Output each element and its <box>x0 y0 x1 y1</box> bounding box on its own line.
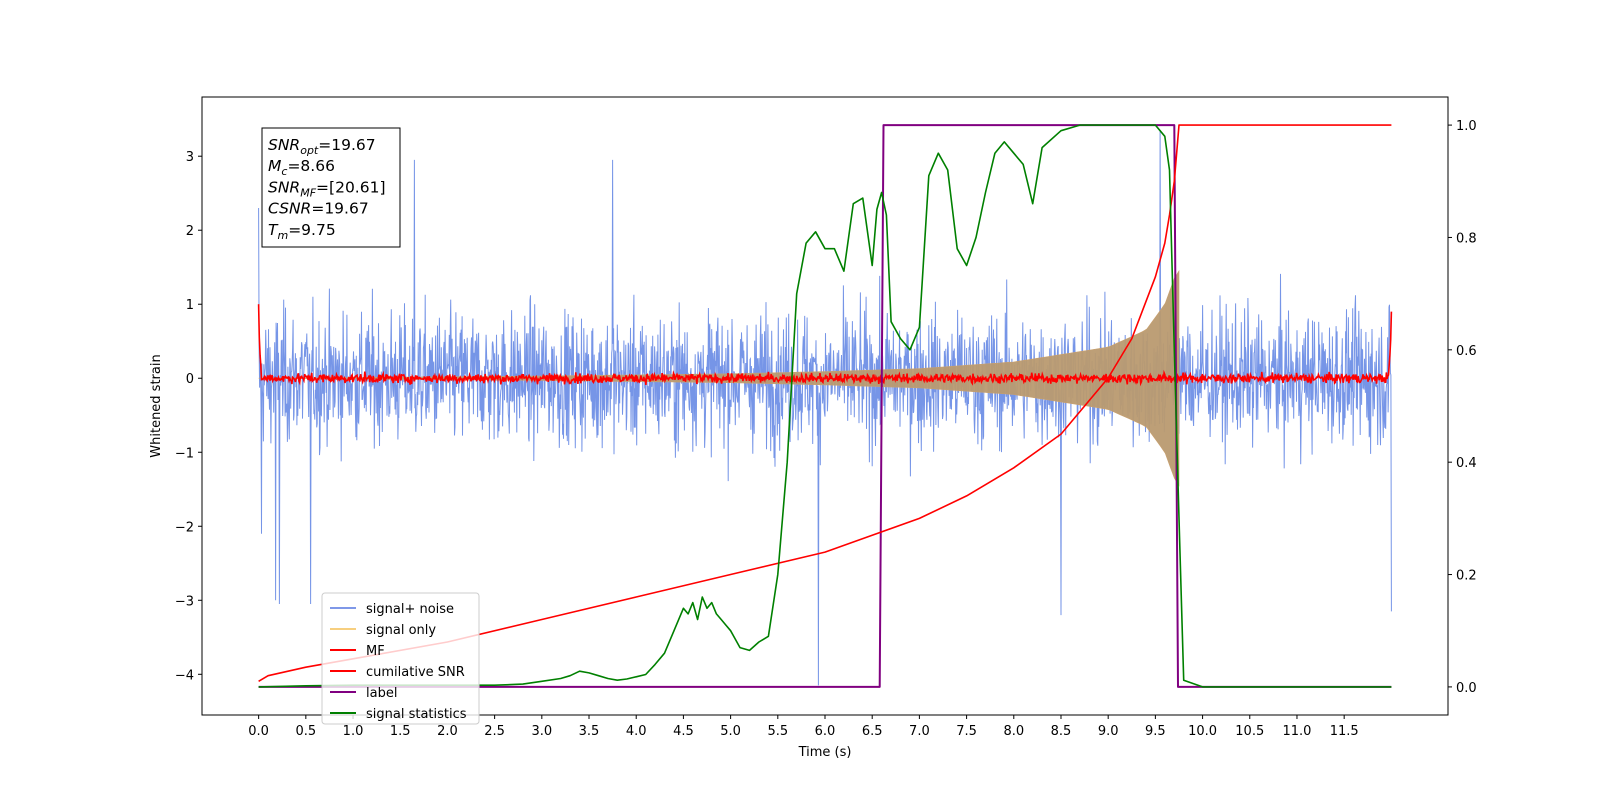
y-tick-label: 0 <box>186 372 194 387</box>
x-tick-label: 11.5 <box>1330 724 1359 739</box>
x-tick-label: 9.5 <box>1145 724 1166 739</box>
x-tick-label: 0.0 <box>248 724 269 739</box>
annotation-line: SNRopt=19.67 <box>268 136 376 157</box>
y2-tick-label: 0.2 <box>1456 569 1477 584</box>
x-tick-label: 7.5 <box>956 724 977 739</box>
x-tick-label: 10.0 <box>1188 724 1217 739</box>
x-tick-label: 2.0 <box>437 724 458 739</box>
y-tick-label: 1 <box>186 298 194 313</box>
x-tick-label: 3.0 <box>531 724 552 739</box>
y2-tick-label: 0.6 <box>1456 344 1477 359</box>
y2-tick-label: 0.0 <box>1456 681 1477 696</box>
x-tick-label: 1.0 <box>343 724 364 739</box>
annotation-line: Mc=8.66 <box>268 157 335 178</box>
x-tick-label: 2.5 <box>484 724 505 739</box>
y-tick-label: −4 <box>175 668 194 683</box>
legend-label: label <box>366 686 397 701</box>
y-axis-left: 3 2 1 0 −1 −2 −3 −4 <box>175 150 202 683</box>
y2-tick-label: 1.0 <box>1456 119 1477 134</box>
y-tick-label: 3 <box>186 150 194 165</box>
x-tick-label: 4.5 <box>673 724 694 739</box>
x-tick-label: 9.0 <box>1098 724 1119 739</box>
x-tick-label: 8.0 <box>1003 724 1024 739</box>
y2-tick-label: 0.4 <box>1456 456 1477 471</box>
x-tick-label: 11.0 <box>1282 724 1311 739</box>
legend-frame <box>321 592 480 725</box>
x-tick-label: 3.5 <box>579 724 600 739</box>
x-tick-label: 7.0 <box>909 724 930 739</box>
y-tick-label: 2 <box>186 224 194 239</box>
legend-label: MF <box>366 644 385 659</box>
annotation-line: CSNR=19.67 <box>268 200 369 218</box>
x-tick-label: 1.5 <box>390 724 411 739</box>
stats-annotation-box: SNRopt=19.67Mc=8.66SNRMF=[20.61]CSNR=19.… <box>261 127 401 248</box>
annotation-frame <box>261 127 401 248</box>
x-axis: 0.0 0.5 1.0 1.5 2.0 2.5 3.0 3.5 4.0 4.5 5.0 5.5 6.0 6… <box>248 715 1359 739</box>
x-tick-label: 8.5 <box>1051 724 1072 739</box>
x-axis-label: Time (s) <box>798 745 852 760</box>
legend-label: cumilative SNR <box>366 665 465 680</box>
series-mf <box>257 304 1393 387</box>
x-tick-label: 10.5 <box>1235 724 1264 739</box>
x-tick-label: 4.0 <box>626 724 647 739</box>
y-tick-label: −1 <box>175 446 194 461</box>
legend: signal+ noise signal only MF cumilative SNR… <box>321 592 480 725</box>
x-tick-label: 5.0 <box>720 724 741 739</box>
legend-label: signal only <box>366 623 436 638</box>
series-signal-noise <box>258 130 1392 686</box>
series-layer <box>257 124 1393 688</box>
x-tick-label: 0.5 <box>295 724 316 739</box>
x-tick-label: 5.5 <box>767 724 788 739</box>
y-axis-right: 1.0 0.8 0.6 0.4 0.2 0.0 <box>1448 119 1477 696</box>
annotation-line: Tm=9.75 <box>268 221 336 242</box>
series-signal-statistics <box>258 124 1392 688</box>
y-axis-label: Whitened strain <box>149 354 164 457</box>
y2-tick-label: 0.8 <box>1456 231 1477 246</box>
x-tick-label: 6.5 <box>862 724 883 739</box>
annotation-line: SNRMF=[20.61] <box>268 178 386 199</box>
x-tick-label: 6.0 <box>815 724 836 739</box>
y-tick-label: −3 <box>175 594 194 609</box>
legend-label: signal statistics <box>366 707 467 722</box>
y-tick-label: −2 <box>175 520 194 535</box>
legend-label: signal+ noise <box>366 602 454 617</box>
